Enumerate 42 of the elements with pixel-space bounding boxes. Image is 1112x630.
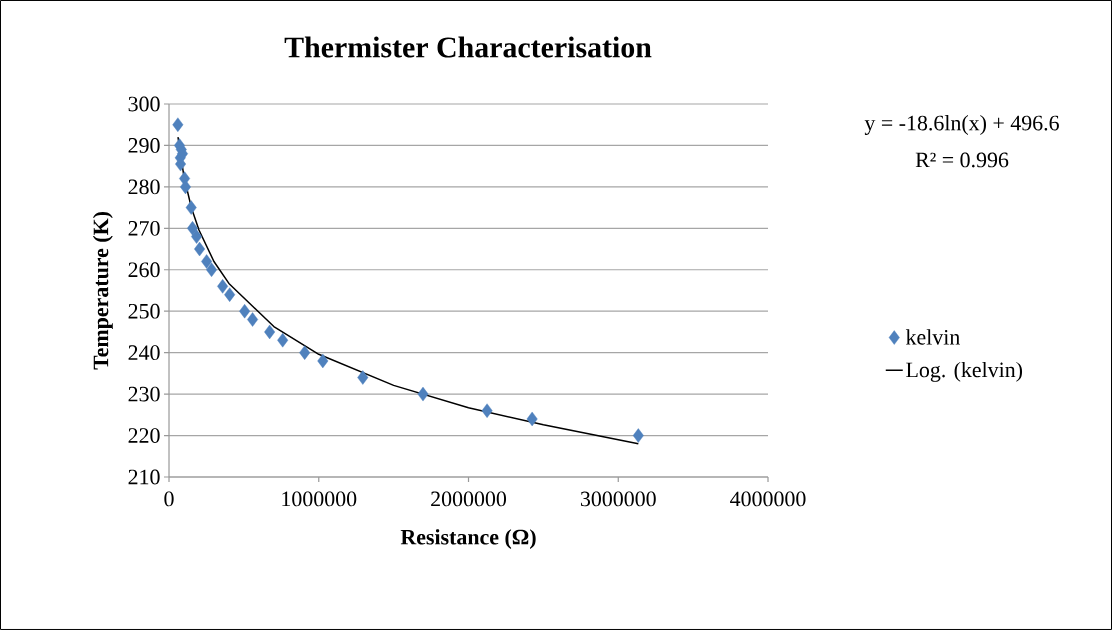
x-tick-label: 4000000 bbox=[730, 491, 806, 507]
point bbox=[357, 370, 369, 385]
y-tick-label: 280 bbox=[128, 179, 160, 195]
text: y = -18.6ln(x) + 496.6 bbox=[864, 115, 1059, 135]
point bbox=[201, 254, 213, 269]
point bbox=[185, 200, 197, 215]
x-axis-title: Resistance (Ω) bbox=[400, 529, 536, 550]
point bbox=[224, 287, 236, 302]
point bbox=[299, 345, 311, 360]
point bbox=[239, 304, 251, 319]
point bbox=[526, 411, 538, 427]
y-tick-label: 230 bbox=[128, 386, 160, 402]
point bbox=[172, 117, 184, 132]
point bbox=[247, 312, 259, 327]
y-axis-title: Temperature (K) bbox=[92, 212, 113, 370]
point bbox=[194, 241, 206, 257]
point bbox=[481, 403, 493, 418]
text: R² = 0.996 bbox=[915, 152, 1009, 168]
point bbox=[632, 428, 644, 443]
point bbox=[417, 386, 429, 402]
y-tick-label: 240 bbox=[128, 345, 160, 361]
point bbox=[217, 279, 229, 294]
x-tick-label: 2000000 bbox=[431, 491, 507, 507]
x-tick-label: 3000000 bbox=[580, 491, 656, 507]
point bbox=[277, 333, 289, 348]
chart-title: Thermister Characterisation bbox=[284, 36, 652, 58]
y-tick-label: 290 bbox=[128, 138, 160, 153]
point bbox=[187, 221, 198, 236]
y-tick-label: 250 bbox=[128, 303, 160, 319]
point bbox=[191, 229, 203, 244]
y-tick-label: 270 bbox=[128, 220, 160, 236]
legend-label: Log. (kelvin) bbox=[906, 361, 1023, 382]
y-tick-label: 220 bbox=[128, 428, 160, 443]
y-tick-label: 300 bbox=[128, 96, 160, 112]
y-tick-label: 210 bbox=[128, 469, 160, 485]
y-tick-label: 260 bbox=[128, 262, 160, 278]
x-tick-label: 1000000 bbox=[282, 491, 357, 507]
point bbox=[206, 262, 217, 277]
legend-label: kelvin bbox=[905, 329, 960, 345]
x-tick-label: 0 bbox=[164, 491, 174, 507]
point bbox=[317, 353, 329, 369]
point bbox=[264, 324, 276, 340]
